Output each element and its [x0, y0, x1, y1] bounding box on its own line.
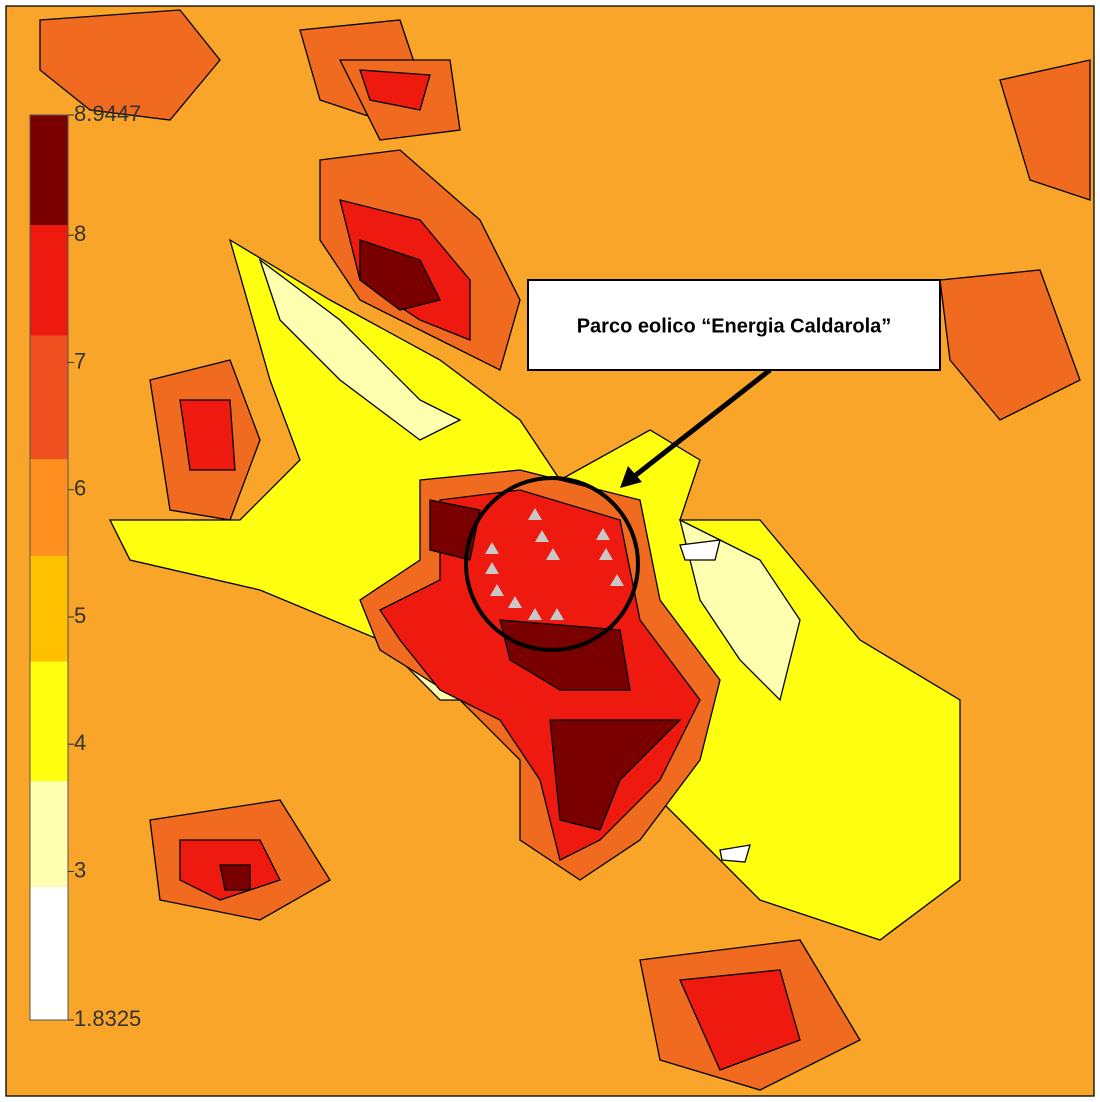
contour-region: [180, 400, 235, 470]
legend-band: [30, 887, 68, 1020]
legend-min-label: 1.8325: [74, 1006, 141, 1031]
legend-band: [30, 115, 68, 225]
legend-band: [30, 336, 68, 459]
legend-band: [30, 781, 68, 887]
legend-tick-label: 8: [74, 221, 86, 246]
legend-band: [30, 661, 68, 781]
annotation-label: Parco eolico “Energia Caldarola”: [577, 315, 892, 337]
legend-band: [30, 556, 68, 662]
legend-tick-label: 6: [74, 476, 86, 501]
legend-tick-label: 5: [74, 603, 86, 628]
legend-tick-label: 3: [74, 857, 86, 882]
contour-map: [6, 6, 1094, 1096]
legend-tick-label: 7: [74, 348, 86, 373]
legend-band: [30, 225, 68, 336]
legend-tick-label: 4: [74, 730, 86, 755]
map: Parco eolico “Energia Caldarola” 8.9447 3…: [0, 0, 1100, 1102]
contour-region: [220, 865, 250, 890]
legend-band: [30, 459, 68, 556]
legend-max-label: 8.9447: [74, 101, 141, 126]
